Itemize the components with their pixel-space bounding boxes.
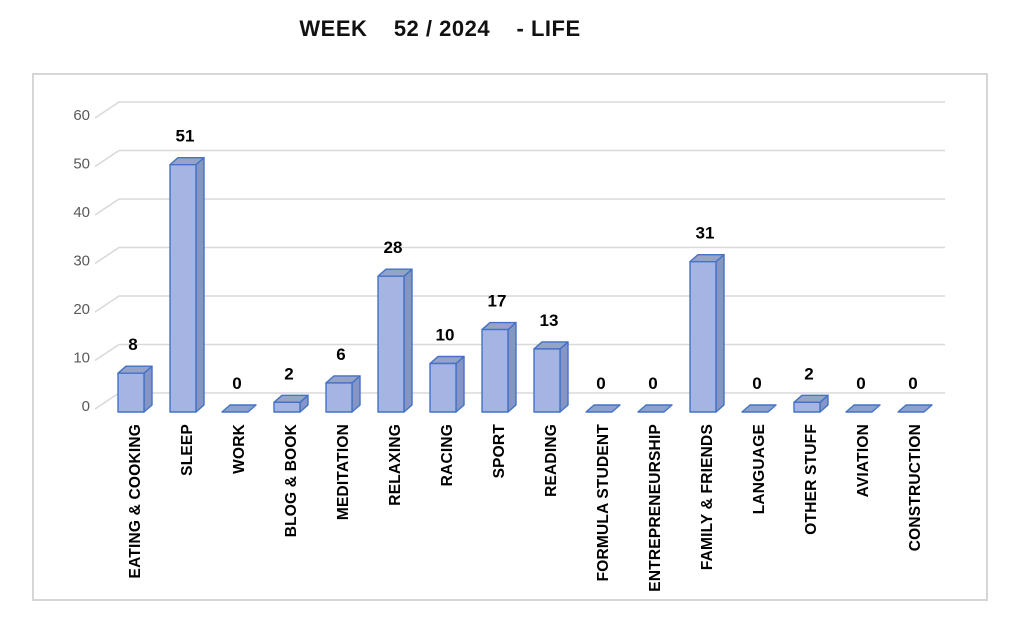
category-label: WORK <box>231 423 248 473</box>
bar-front-face[interactable] <box>377 275 405 413</box>
bar-formula-student[interactable]: 0 FORMULA STUDENT <box>585 374 621 582</box>
bar-construction[interactable]: 0 CONSTRUCTION <box>897 374 933 551</box>
bar-zero-face[interactable] <box>897 404 933 413</box>
bar-front-face[interactable] <box>117 372 145 413</box>
category-label: FORMULA STUDENT <box>595 424 612 582</box>
bar-blog-book[interactable]: 2 BLOG & BOOK <box>273 364 309 537</box>
bar-side-face[interactable] <box>559 341 569 413</box>
bar-zero-face[interactable] <box>741 404 777 413</box>
bar-front-face[interactable] <box>273 401 301 413</box>
y-tick-label: 30 <box>73 253 90 270</box>
gridline <box>94 295 945 313</box>
data-label: 0 <box>596 374 605 393</box>
bar-aviation[interactable]: 0 AVIATION <box>845 374 881 497</box>
bar-racing[interactable]: 10 RACING <box>429 326 465 487</box>
y-tick-label: 40 <box>73 204 90 221</box>
gridline <box>94 198 945 216</box>
data-label: 0 <box>908 374 917 393</box>
data-label: 13 <box>540 311 559 330</box>
category-label: RELAXING <box>387 424 404 506</box>
y-tick-label: 0 <box>82 398 90 415</box>
category-label: READING <box>543 424 560 497</box>
data-label: 17 <box>488 292 507 311</box>
data-label: 8 <box>128 335 137 354</box>
data-label: 51 <box>176 127 195 146</box>
category-label: CONSTRUCTION <box>907 424 924 551</box>
bar-sport[interactable]: 17 SPORT <box>481 292 517 479</box>
bar-eating-cooking[interactable]: 8 EATING & COOKING <box>117 335 153 578</box>
data-label: 2 <box>804 364 813 383</box>
bar-entrepreneurship[interactable]: 0 ENTREPRENEURSHIP <box>637 374 673 592</box>
category-label: MEDITATION <box>335 424 352 520</box>
category-label: BLOG & BOOK <box>283 423 300 537</box>
data-label: 31 <box>696 224 715 243</box>
bar-language[interactable]: 0 LANGUAGE <box>741 374 777 514</box>
bar-front-face[interactable] <box>325 382 353 413</box>
category-label: AVIATION <box>855 424 872 497</box>
category-label: OTHER STUFF <box>803 424 820 535</box>
bar-front-face[interactable] <box>533 348 561 413</box>
category-label: EATING & COOKING <box>127 424 144 578</box>
category-label: RACING <box>439 424 456 486</box>
bar-work[interactable]: 0 WORK <box>221 374 257 474</box>
bar-reading[interactable]: 13 READING <box>533 311 569 497</box>
data-label: 0 <box>856 374 865 393</box>
category-label: FAMILY & FRIENDS <box>699 424 716 570</box>
category-label: ENTREPRENEURSHIP <box>647 424 664 592</box>
bar-side-face[interactable] <box>455 355 465 413</box>
bar-front-face[interactable] <box>793 401 821 413</box>
data-label: 0 <box>752 374 761 393</box>
bar-front-face[interactable] <box>689 260 717 413</box>
bar-side-face[interactable] <box>715 253 725 413</box>
bar-sleep[interactable]: 51 SLEEP <box>169 127 205 476</box>
bar-zero-face[interactable] <box>585 404 621 413</box>
bar-side-face[interactable] <box>195 156 205 413</box>
category-label: LANGUAGE <box>751 424 768 514</box>
gridline <box>94 246 945 265</box>
data-label: 6 <box>336 345 345 364</box>
bar-zero-face[interactable] <box>845 404 881 413</box>
data-label: 10 <box>436 326 455 345</box>
bar-front-face[interactable] <box>429 362 457 413</box>
data-label: 2 <box>284 364 293 383</box>
bar-family-friends[interactable]: 31 FAMILY & FRIENDS <box>689 224 725 571</box>
bar-zero-face[interactable] <box>221 404 257 413</box>
bar-relaxing[interactable]: 28 RELAXING <box>377 238 413 506</box>
y-tick-label: 50 <box>73 156 90 173</box>
data-label: 0 <box>648 374 657 393</box>
data-label: 0 <box>232 374 241 393</box>
gridline <box>94 149 945 168</box>
bar-front-face[interactable] <box>169 163 197 413</box>
chart-title: WEEK 52 / 2024 - LIFE <box>299 16 581 41</box>
chart-frame: 0 10 20 30 40 50 60 8 EATING & COOKING 51 SLEEP 0 WO… <box>32 73 988 601</box>
data-label: 28 <box>384 238 403 257</box>
bar-side-face[interactable] <box>507 321 517 413</box>
bar-zero-face[interactable] <box>637 404 673 413</box>
bar-front-face[interactable] <box>481 328 509 413</box>
bar-meditation[interactable]: 6 MEDITATION <box>325 345 361 520</box>
bar-side-face[interactable] <box>403 268 413 413</box>
category-label: SLEEP <box>179 424 196 476</box>
gridline <box>94 343 945 362</box>
category-label: SPORT <box>491 424 508 479</box>
bar-other-stuff[interactable]: 2 OTHER STUFF <box>793 364 829 535</box>
gridline <box>94 101 945 119</box>
y-tick-label: 20 <box>73 301 90 318</box>
y-tick-label: 10 <box>73 350 90 367</box>
y-tick-label: 60 <box>73 107 90 124</box>
